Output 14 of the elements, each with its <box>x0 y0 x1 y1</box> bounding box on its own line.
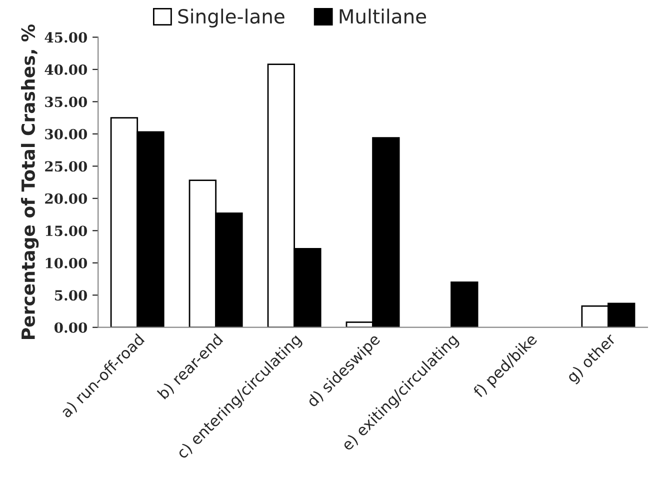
bar <box>450 282 478 328</box>
y-tick-label: 5.00 <box>54 290 88 301</box>
y-tick-label: 20.00 <box>45 193 88 204</box>
y-tick-label: 10.00 <box>46 258 88 268</box>
legend-label: Single-lane <box>178 8 284 28</box>
y-tick-label: 0.00 <box>54 322 88 333</box>
y-axis-title: Percentage of Total Crashes, % <box>21 24 39 340</box>
y-tick-label: 45.00 <box>44 32 88 43</box>
y-tick-label: 15.00 <box>46 226 88 236</box>
y-tick-label: 25.00 <box>45 161 88 172</box>
y-tick-label: 40.00 <box>44 64 88 75</box>
y-tick-label: 30.00 <box>45 128 88 140</box>
legend-label: Multilane <box>340 8 426 24</box>
y-tick-label: 35.00 <box>45 96 88 108</box>
